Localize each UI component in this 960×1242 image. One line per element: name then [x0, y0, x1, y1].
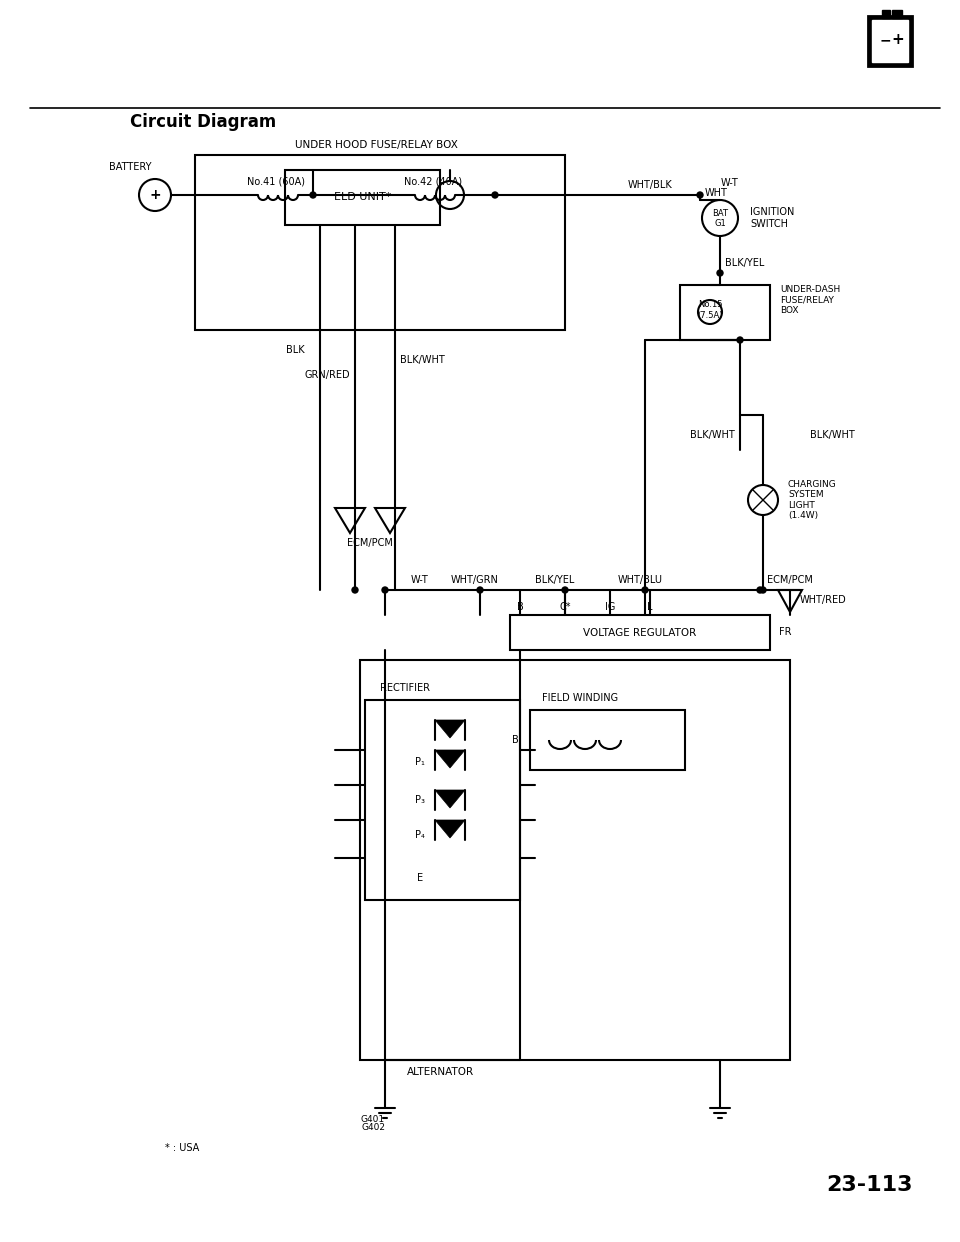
- Bar: [360, 660, 790, 1059]
- Text: BLK/WHT: BLK/WHT: [400, 355, 444, 365]
- Polygon shape: [435, 750, 465, 768]
- Bar: [530, 710, 685, 770]
- Text: L: L: [647, 602, 653, 612]
- Text: G401: G401: [361, 1115, 385, 1124]
- Text: FR: FR: [779, 627, 791, 637]
- Circle shape: [562, 587, 568, 592]
- Text: E: E: [417, 873, 423, 883]
- Text: WHT/GRN: WHT/GRN: [451, 575, 499, 585]
- Text: G402: G402: [361, 1124, 385, 1133]
- Circle shape: [737, 337, 743, 343]
- Circle shape: [642, 587, 648, 592]
- Text: BAT: BAT: [712, 209, 728, 217]
- Text: WHT/RED: WHT/RED: [800, 595, 847, 605]
- Text: W-T: W-T: [721, 178, 739, 188]
- Text: P₄: P₄: [415, 830, 425, 840]
- Bar: [882, 10, 890, 17]
- Text: * : USA: * : USA: [165, 1143, 200, 1153]
- Text: ALTERNATOR: ALTERNATOR: [406, 1067, 473, 1077]
- Bar: [285, 170, 440, 225]
- Circle shape: [717, 270, 723, 276]
- Text: RECTIFIER: RECTIFIER: [380, 683, 430, 693]
- Text: BATTERY: BATTERY: [108, 161, 152, 171]
- Circle shape: [477, 587, 483, 592]
- Text: ECM/PCM: ECM/PCM: [767, 575, 813, 585]
- Circle shape: [382, 587, 388, 592]
- Text: 23-113: 23-113: [827, 1175, 913, 1195]
- Text: B: B: [516, 602, 523, 612]
- Bar: [868, 16, 912, 66]
- Circle shape: [697, 193, 703, 197]
- Text: No.41 (60A): No.41 (60A): [247, 176, 305, 186]
- Text: −: −: [879, 34, 891, 47]
- Circle shape: [760, 587, 766, 592]
- Text: BLK/YEL: BLK/YEL: [536, 575, 575, 585]
- Text: BLK: BLK: [286, 345, 305, 355]
- Bar: [510, 615, 770, 650]
- Text: CHARGING
SYSTEM
LIGHT
(1.4W): CHARGING SYSTEM LIGHT (1.4W): [788, 479, 837, 520]
- Text: P₃: P₃: [415, 795, 425, 805]
- Circle shape: [757, 587, 763, 592]
- Text: IGNITION
SWITCH: IGNITION SWITCH: [750, 207, 794, 229]
- Text: G1: G1: [714, 220, 726, 229]
- Text: ECM/PCM: ECM/PCM: [348, 538, 393, 548]
- Circle shape: [492, 193, 498, 197]
- Text: UNDER-DASH
FUSE/RELAY
BOX: UNDER-DASH FUSE/RELAY BOX: [780, 286, 840, 315]
- Text: BLK/YEL: BLK/YEL: [725, 258, 764, 268]
- Text: No.15
(7.5A): No.15 (7.5A): [697, 301, 723, 319]
- Bar: [365, 700, 520, 900]
- Text: W-T: W-T: [411, 575, 429, 585]
- Text: +: +: [149, 188, 161, 202]
- Text: B: B: [512, 735, 518, 745]
- Bar: [680, 284, 770, 340]
- Text: IG: IG: [605, 602, 615, 612]
- Text: C*: C*: [560, 602, 571, 612]
- Circle shape: [352, 587, 358, 592]
- Bar: [195, 155, 565, 330]
- Text: BLK/WHT: BLK/WHT: [810, 430, 854, 440]
- Text: FIELD WINDING: FIELD WINDING: [542, 693, 618, 703]
- Text: BLK/WHT: BLK/WHT: [690, 430, 735, 440]
- Text: WHT/BLK: WHT/BLK: [628, 180, 672, 190]
- Text: ELD UNIT*: ELD UNIT*: [334, 193, 391, 202]
- Polygon shape: [435, 720, 465, 738]
- Polygon shape: [435, 790, 465, 809]
- Polygon shape: [435, 820, 465, 838]
- Text: UNDER HOOD FUSE/RELAY BOX: UNDER HOOD FUSE/RELAY BOX: [295, 140, 458, 150]
- Text: VOLTAGE REGULATOR: VOLTAGE REGULATOR: [584, 627, 697, 637]
- Text: +: +: [892, 32, 904, 47]
- Text: Circuit Diagram: Circuit Diagram: [130, 113, 276, 130]
- Text: WHT/BLU: WHT/BLU: [617, 575, 662, 585]
- Text: No.42 (40A): No.42 (40A): [404, 176, 462, 186]
- Text: WHT: WHT: [705, 188, 728, 197]
- Text: GRN/RED: GRN/RED: [304, 370, 350, 380]
- Text: P₁: P₁: [415, 758, 425, 768]
- Circle shape: [310, 193, 316, 197]
- Bar: [892, 10, 902, 17]
- Bar: [872, 20, 908, 62]
